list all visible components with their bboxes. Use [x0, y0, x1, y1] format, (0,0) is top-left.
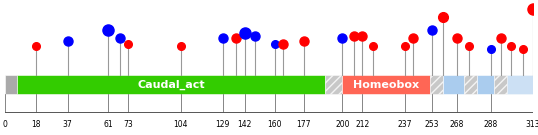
Bar — [443, 75, 464, 94]
Text: 160: 160 — [267, 120, 282, 129]
Bar — [342, 75, 430, 94]
Text: 0: 0 — [3, 120, 8, 129]
Text: 177: 177 — [296, 120, 311, 129]
Bar — [464, 75, 477, 94]
Text: 142: 142 — [237, 120, 252, 129]
Text: 200: 200 — [335, 120, 350, 129]
Text: 313: 313 — [526, 120, 538, 129]
Text: 253: 253 — [424, 120, 439, 129]
Text: 129: 129 — [216, 120, 230, 129]
Bar — [5, 75, 17, 94]
Text: 61: 61 — [103, 120, 113, 129]
Text: 288: 288 — [483, 120, 498, 129]
Bar — [494, 75, 507, 94]
Text: 73: 73 — [124, 120, 133, 129]
Bar — [477, 75, 494, 94]
Bar — [507, 75, 533, 94]
Text: 18: 18 — [31, 120, 40, 129]
Bar — [325, 75, 342, 94]
Text: 104: 104 — [173, 120, 188, 129]
Text: 237: 237 — [398, 120, 412, 129]
Text: Homeobox: Homeobox — [353, 80, 419, 90]
Text: 37: 37 — [63, 120, 73, 129]
Bar — [17, 75, 325, 94]
Text: Caudal_act: Caudal_act — [138, 80, 205, 90]
Text: 268: 268 — [450, 120, 464, 129]
Bar — [430, 75, 443, 94]
Text: 212: 212 — [356, 120, 370, 129]
